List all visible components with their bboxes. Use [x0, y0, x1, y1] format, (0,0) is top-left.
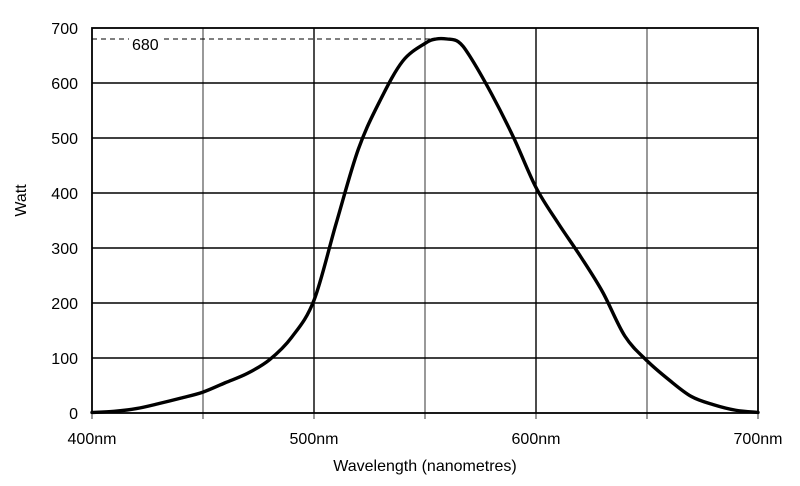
y-axis-title: Watt	[13, 184, 30, 217]
series-line	[90, 36, 760, 415]
x-tick-label: 700nm	[734, 431, 783, 448]
y-tick-label: 400	[51, 186, 78, 203]
peak-annotation-label: 680	[132, 37, 159, 54]
y-tick-label: 100	[51, 351, 78, 368]
y-tick-labels: 0 100 200 300 400 500 600 700	[51, 21, 78, 423]
y-tick-label: 500	[51, 131, 78, 148]
y-tick-label: 600	[51, 76, 78, 93]
x-tick-labels: 400nm 500nm 600nm 700nm	[68, 431, 783, 448]
x-tick-label: 600nm	[512, 431, 561, 448]
peak-annotation-background	[129, 36, 162, 55]
plot-frame	[91, 27, 759, 414]
x-tick-label: 400nm	[68, 431, 117, 448]
x-axis-title: Wavelength (nanometres)	[333, 458, 517, 475]
x-tick-label: 500nm	[290, 431, 339, 448]
y-tick-label: 700	[51, 21, 78, 38]
y-tick-label: 300	[51, 241, 78, 258]
grid-lines	[91, 28, 759, 419]
y-tick-label: 200	[51, 296, 78, 313]
y-tick-label: 0	[69, 406, 78, 423]
